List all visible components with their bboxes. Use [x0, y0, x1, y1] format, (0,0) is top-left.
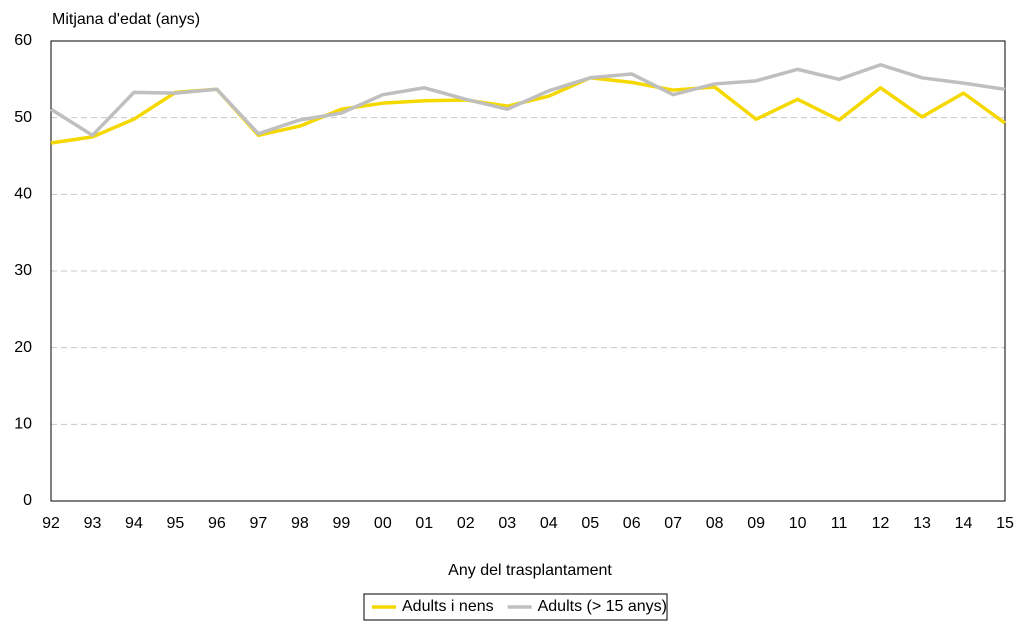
- x-tick-label: 10: [789, 515, 807, 532]
- x-tick-label: 11: [831, 515, 848, 532]
- x-tick-label: 98: [291, 515, 309, 532]
- x-tick-label: 00: [374, 515, 392, 532]
- x-tick-label: 04: [540, 515, 558, 532]
- x-tick-label: 08: [706, 515, 724, 532]
- x-tick-label: 05: [581, 515, 599, 532]
- y-tick-label: 40: [14, 186, 32, 203]
- x-tick-label: 95: [167, 515, 185, 532]
- y-tick-label: 30: [14, 262, 32, 279]
- legend-label: Adults i nens: [402, 598, 494, 615]
- y-tick-label: 20: [14, 339, 32, 356]
- x-tick-label: 99: [332, 515, 350, 532]
- x-tick-label: 02: [457, 515, 475, 532]
- series-line: [50, 63, 1006, 138]
- y-tick-label: 60: [14, 32, 32, 49]
- legend-label: Adults (> 15 anys): [538, 598, 667, 615]
- x-tick-label: 14: [955, 515, 973, 532]
- x-tick-label: 94: [125, 515, 143, 532]
- x-tick-label: 97: [249, 515, 267, 532]
- y-tick-label: 50: [14, 109, 32, 126]
- x-tick-label: 93: [84, 515, 102, 532]
- x-axis-title: Any del trasplantament: [448, 562, 612, 579]
- x-tick-label: 07: [664, 515, 682, 532]
- plot-frame: [50, 40, 1006, 502]
- x-tick-label: 92: [42, 515, 60, 532]
- y-tick-label: 10: [14, 416, 32, 433]
- legend: Adults i nens Adults (> 15 anys): [363, 593, 668, 621]
- x-tick-label: 15: [996, 515, 1014, 532]
- x-tick-label: 12: [872, 515, 890, 532]
- x-tick-label: 01: [415, 515, 433, 532]
- series-line: [50, 76, 1007, 145]
- x-tick-label: 03: [498, 515, 516, 532]
- x-tick-label: 13: [913, 515, 931, 532]
- x-tick-label: 06: [623, 515, 641, 532]
- y-tick-label: 0: [23, 492, 32, 509]
- x-tick-label: 96: [208, 515, 226, 532]
- y-axis-title: Mitjana d'edat (anys): [52, 11, 200, 28]
- x-tick-label: 09: [747, 515, 765, 532]
